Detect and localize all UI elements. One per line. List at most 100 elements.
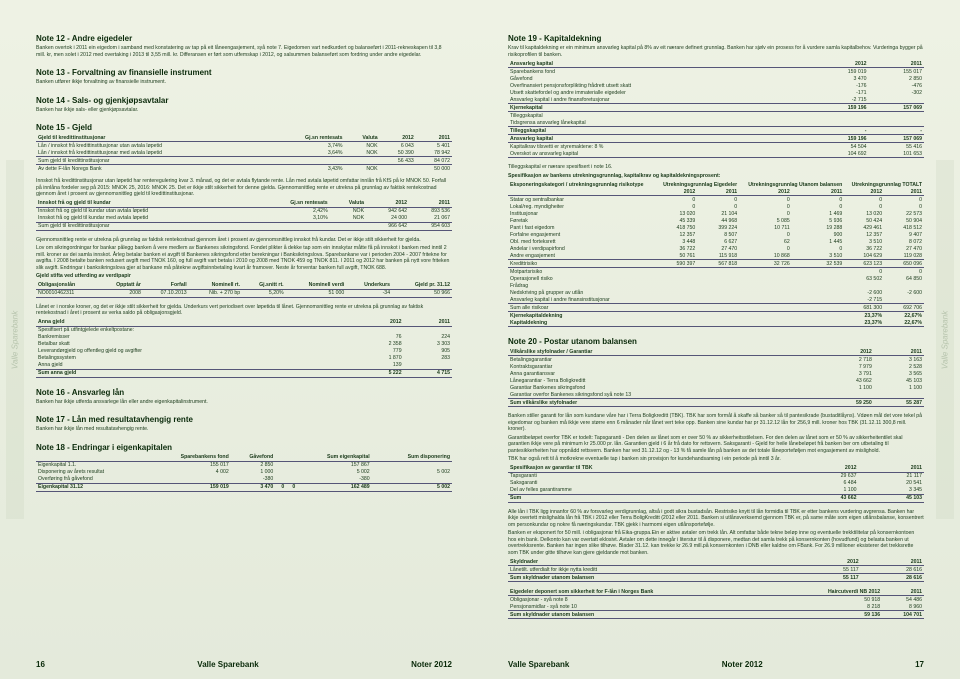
c: 64 850 — [884, 275, 924, 282]
c: 900 — [792, 231, 845, 238]
note16-title: Note 16 - Ansvarleg lån — [36, 388, 452, 397]
c: Spesifisert på utfintgjelede enkeltposta… — [36, 326, 344, 334]
c: Lån / innskot frå kredittinstitusjonar u… — [36, 142, 269, 150]
c: 13 020 — [844, 210, 884, 217]
col: Gåvefond — [231, 454, 276, 462]
note20-t1-text2: Garantibeløpet overfor TBK er todelt: Ta… — [508, 435, 924, 455]
c: 43 662 — [824, 377, 874, 384]
c: 3,64% — [269, 149, 345, 157]
note12-text: Banken overtok i 2011 ein eigedom i samb… — [36, 45, 452, 58]
c: 1 000 — [231, 469, 276, 476]
c: 29 637 — [793, 472, 859, 480]
c: 0 — [844, 196, 884, 204]
col: 2012 — [798, 558, 860, 566]
c: 27 470 — [697, 245, 739, 252]
c: -380 — [231, 476, 276, 484]
c: 104 692 — [813, 150, 868, 158]
c: Leverandørgjeld og offentleg gjeld og av… — [36, 348, 344, 355]
col: Utrekningsgrunnlag TOTALT — [844, 181, 924, 188]
c: Nedskriving på grupper av utlån — [508, 289, 655, 296]
c: 623 123 — [844, 260, 884, 268]
c: 1 100 — [874, 384, 924, 391]
c: 59 250 — [824, 399, 874, 407]
c: Lokal/reg. myndigheiter — [508, 203, 655, 210]
c: NOK — [330, 215, 366, 223]
c: 159 019 — [148, 483, 231, 491]
note15-t1-text: Innskot frå kredittinstitusjonar utan lø… — [36, 178, 452, 198]
c: Betalbar skatt — [36, 341, 344, 348]
c: Sum anna gjeld — [36, 369, 344, 377]
c: 28 616 — [861, 574, 924, 582]
c: 681 300 — [844, 304, 884, 312]
c: Lån / innskot frå kredittinstitusjonar m… — [36, 149, 269, 157]
c: 22,67% — [884, 319, 924, 327]
c: Motpartsrisiko — [508, 268, 655, 276]
footer-pageno-left: 16 — [36, 660, 45, 669]
c: 5,20% — [242, 289, 286, 297]
c: Frådrag — [508, 282, 655, 289]
c: Lånetilt. utferdialt for ikkje nytta kre… — [508, 566, 798, 574]
c: 157 069 — [868, 104, 924, 112]
c: 0 — [844, 203, 884, 210]
c: 0 — [655, 196, 697, 204]
note13-text: Banken utfører ikkje forvaltning av fina… — [36, 79, 452, 86]
c: Av dette F-lån Noregs Bank — [36, 165, 269, 173]
watermark-left: Valle Sparebank — [11, 310, 20, 368]
c: 3 470 — [813, 75, 868, 82]
note20-t1-text3: TBK har også rett til å motkrekne eventu… — [508, 456, 924, 463]
c: -2 600 — [844, 289, 884, 296]
col: Innskot frå og gjeld til kundar — [36, 200, 251, 208]
c: 104 629 — [844, 252, 884, 260]
note18-table: Sparebankens fond Gåvefond Sum eigenkapi… — [36, 454, 452, 492]
note19-text: Krav til kapitaldekning er ein minimum a… — [508, 45, 924, 58]
c: 50 904 — [884, 217, 924, 224]
c: 966 642 — [366, 222, 409, 230]
c: 3 565 — [874, 370, 924, 377]
bond-subheader: Gjeld stifta ved utferding av verdipapir — [36, 273, 452, 280]
c: Ansvarleg kapital i andre finansforetusj… — [508, 96, 813, 104]
watermark-right: Valle Sparebank — [941, 310, 950, 368]
c: Garantiar Bankenes sikringsfond — [508, 384, 824, 391]
col — [275, 454, 286, 462]
c: 56 433 — [380, 157, 416, 165]
c: NOK — [330, 207, 366, 215]
col: 2011 — [404, 319, 452, 327]
c: 21 104 — [697, 210, 739, 217]
note20-t2-text2: Banken er eksponert for 50 mill. i oblig… — [508, 530, 924, 556]
c: Overføring frå gåvefond — [36, 476, 148, 484]
c: Saksgaranti — [508, 480, 793, 487]
c: 54 504 — [813, 143, 868, 151]
c: 3,74% — [269, 142, 345, 150]
c: 567 818 — [697, 260, 739, 268]
c: NO0010462311 — [36, 289, 99, 297]
c: 45 339 — [655, 217, 697, 224]
c: 1 870 — [355, 355, 403, 362]
c: 7 979 — [824, 363, 874, 370]
c — [269, 157, 345, 165]
c: 590 397 — [655, 260, 697, 268]
c: -2 715 — [844, 296, 884, 304]
c: 1 469 — [792, 210, 845, 217]
col: Anna gjeld — [36, 319, 344, 327]
c: 3 448 — [655, 238, 697, 245]
c: 62 — [739, 238, 792, 245]
col: 2012 — [824, 348, 874, 356]
c: 55 416 — [868, 143, 924, 151]
note16-text: Banken har ikkje utferda ansvarlege lån … — [36, 399, 452, 406]
c: 159 196 — [813, 104, 868, 112]
col: 2012 — [355, 319, 403, 327]
c: 954 603 — [409, 222, 452, 230]
c: Institusjonar — [508, 210, 655, 217]
col: Ansvarleg kapital — [508, 60, 813, 68]
c: Overskot av ansvarleg kapital — [508, 150, 813, 158]
c: 905 — [404, 348, 452, 355]
c: Kontraktsgarantiar — [508, 363, 824, 370]
c: Del av felles garantiramme — [508, 487, 793, 495]
col: 2012 — [366, 200, 409, 208]
c: NOK — [345, 165, 380, 173]
c: 4 715 — [404, 369, 452, 377]
col: Eksponeringskategori / utrekningsgrunnla… — [508, 181, 655, 188]
c: 159 196 — [813, 135, 868, 143]
col: 2012 — [655, 188, 697, 196]
c: 21 117 — [858, 472, 924, 480]
